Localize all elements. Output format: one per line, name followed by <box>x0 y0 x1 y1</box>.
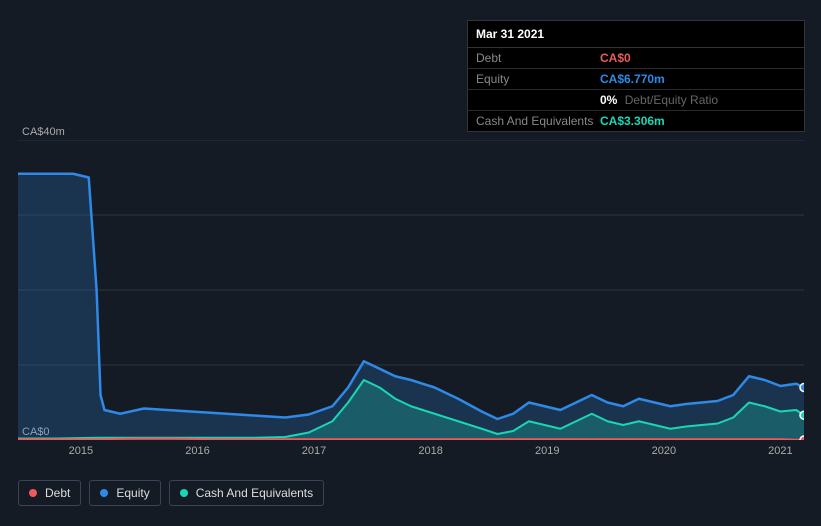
legend-label: Cash And Equivalents <box>196 486 313 500</box>
tooltip-cash-value: CA$3.306m <box>600 114 665 128</box>
x-axis-tick: 2020 <box>652 445 676 457</box>
legend-label: Equity <box>116 486 149 500</box>
tooltip-date: Mar 31 2021 <box>468 21 804 48</box>
y-axis-label: CA$40m <box>22 126 65 138</box>
x-axis-tick: 2019 <box>535 445 559 457</box>
legend-item-equity[interactable]: Equity <box>89 480 160 506</box>
chart-svg <box>18 140 804 440</box>
equity-dot-icon <box>100 489 108 497</box>
cash-hover-marker <box>800 411 804 419</box>
legend-item-debt[interactable]: Debt <box>18 480 81 506</box>
tooltip-row-ratio: 0% Debt/Equity Ratio <box>468 90 804 111</box>
x-axis-tick: 2016 <box>185 445 209 457</box>
chart-legend: Debt Equity Cash And Equivalents <box>18 480 324 506</box>
debt-dot-icon <box>29 489 37 497</box>
tooltip-equity-value: CA$6.770m <box>600 72 665 86</box>
equity-hover-marker <box>800 384 804 392</box>
legend-label: Debt <box>45 486 70 500</box>
tooltip-row-equity: Equity CA$6.770m <box>468 69 804 90</box>
tooltip-equity-label: Equity <box>476 72 600 86</box>
cash-dot-icon <box>180 489 188 497</box>
tooltip-ratio-pct: 0% <box>600 93 617 107</box>
legend-item-cash[interactable]: Cash And Equivalents <box>169 480 324 506</box>
equity-area <box>18 174 804 440</box>
tooltip-debt-value: CA$0 <box>600 51 631 65</box>
x-axis-tick: 2015 <box>69 445 93 457</box>
x-axis-tick: 2018 <box>418 445 442 457</box>
tooltip-ratio-text: Debt/Equity Ratio <box>625 93 718 107</box>
chart-plot-area <box>18 140 804 440</box>
x-axis-tick: 2021 <box>768 445 792 457</box>
x-axis-labels: 2015 2016 2017 2018 2019 2020 2021 <box>18 445 804 465</box>
chart-tooltip: Mar 31 2021 Debt CA$0 Equity CA$6.770m 0… <box>467 20 805 132</box>
tooltip-row-debt: Debt CA$0 <box>468 48 804 69</box>
tooltip-row-cash: Cash And Equivalents CA$3.306m <box>468 111 804 131</box>
x-axis-tick: 2017 <box>302 445 326 457</box>
tooltip-cash-label: Cash And Equivalents <box>476 114 600 128</box>
tooltip-debt-label: Debt <box>476 51 600 65</box>
